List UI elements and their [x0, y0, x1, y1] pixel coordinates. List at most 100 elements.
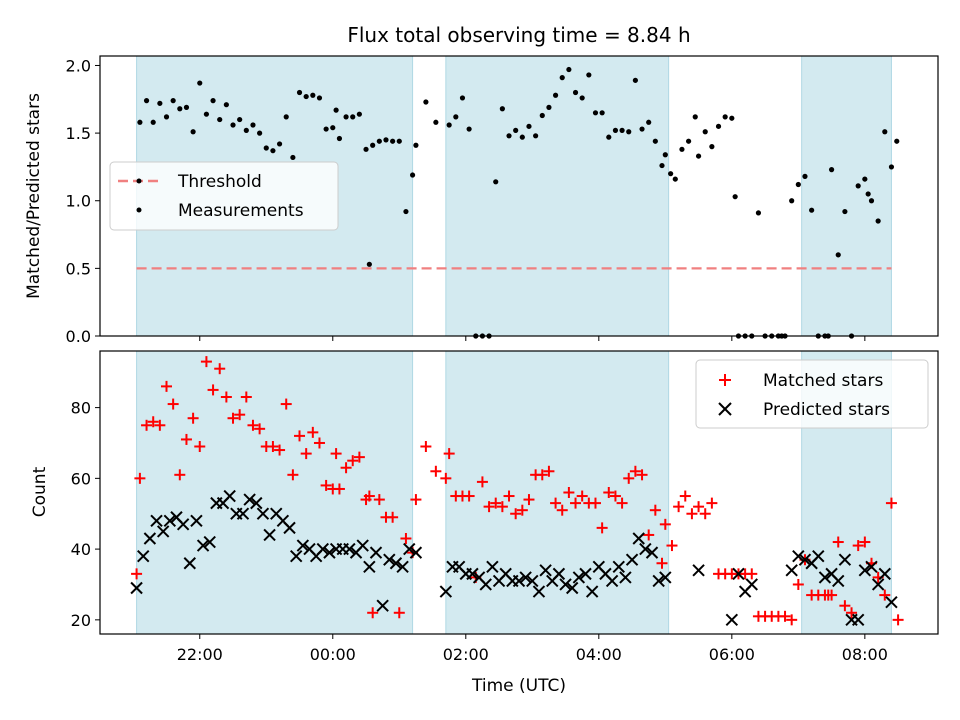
measurement-point — [533, 133, 539, 139]
measurement-point — [157, 100, 163, 106]
top-shaded-interval-1 — [445, 55, 670, 337]
measurement-point — [446, 122, 452, 128]
measurement-point — [862, 176, 868, 182]
predicted-star-point — [692, 564, 705, 577]
measurement-point — [619, 127, 625, 133]
matched-star-point — [254, 423, 266, 435]
measurement-point — [499, 106, 505, 112]
matched-star-point — [852, 540, 864, 552]
matched-star-point — [786, 614, 798, 626]
matched-star-point — [699, 508, 711, 520]
measurement-point — [257, 130, 263, 136]
predicted-star-point — [156, 525, 170, 538]
predicted-star-point — [652, 574, 665, 588]
measurement-point — [217, 116, 223, 123]
matched-star-point — [333, 483, 345, 495]
measurement-point — [170, 98, 176, 104]
matched-star-point — [510, 508, 522, 520]
measurement-point — [459, 95, 466, 101]
matched-star-point — [363, 490, 375, 502]
chart-title: Flux total observing time = 8.84 h — [347, 23, 690, 47]
measurement-point — [695, 153, 702, 159]
measurement-point — [383, 137, 389, 143]
measurement-point — [572, 89, 579, 96]
predicted-star-point — [439, 585, 453, 598]
measurement-point — [646, 119, 652, 125]
predicted-star-point — [878, 567, 892, 581]
predicted-star-point — [323, 546, 336, 559]
bottom-panel-y-ticks: 20 40 60 80 — [71, 399, 100, 630]
measurement-point — [559, 75, 565, 81]
measurement-point — [390, 138, 396, 144]
measurement-point — [223, 102, 229, 108]
matched-star-point — [200, 356, 212, 368]
measurement-point — [343, 114, 349, 120]
predicted-star-point — [183, 557, 196, 570]
top-y-tick-label: 2.0 — [66, 56, 91, 75]
top-y-tick-label: 1.5 — [66, 124, 91, 143]
predicted-star-point — [572, 571, 586, 584]
measurement-point — [868, 198, 875, 204]
measurement-point — [865, 191, 871, 197]
predicted-star-point — [383, 553, 396, 566]
matched-star-point — [393, 607, 405, 619]
measurement-point — [336, 135, 343, 142]
matched-star-point — [180, 433, 192, 445]
measurement-point — [685, 138, 692, 144]
predicted-star-point — [289, 549, 303, 563]
predicted-star-point — [190, 514, 203, 528]
matched-star-point — [596, 522, 608, 534]
measurement-point — [263, 145, 269, 151]
matched-star-point — [503, 490, 515, 502]
measurement-point — [692, 114, 698, 120]
measurement-point — [356, 111, 362, 117]
measurement-point — [672, 176, 678, 182]
measurement-point — [855, 183, 861, 189]
measurement-point — [612, 127, 619, 133]
top-shaded-interval-2 — [801, 55, 892, 337]
predicted-star-point — [579, 567, 592, 581]
predicted-star-point — [389, 557, 403, 570]
legend-matched-plus-swatch — [719, 374, 731, 386]
predicted-star-point — [526, 574, 539, 588]
matched-star-point — [643, 529, 655, 541]
matched-star-point — [859, 536, 871, 548]
measurement-point — [755, 210, 762, 216]
measurement-point — [296, 89, 303, 96]
matched-star-point — [440, 472, 452, 484]
x-tick-label: 00:00 — [310, 645, 356, 664]
x-tick-label: 22:00 — [177, 645, 223, 664]
predicted-star-point — [363, 560, 376, 573]
measurement-point — [197, 80, 203, 86]
predicted-star-point — [559, 578, 572, 591]
measurement-point — [310, 92, 316, 98]
matched-star-point — [313, 437, 325, 449]
measurement-point — [413, 142, 419, 148]
matched-star-point — [570, 497, 582, 509]
bottom-shaded-interval-0 — [136, 350, 414, 635]
predicted-star-point — [466, 567, 479, 581]
matched-star-point — [280, 398, 292, 410]
predicted-star-point — [479, 578, 492, 591]
predicted-star-point — [512, 574, 526, 588]
measurement-point — [882, 129, 888, 135]
matched-star-point — [556, 504, 568, 516]
predicted-star-point — [858, 564, 872, 577]
predicted-star-point — [283, 521, 296, 535]
matched-star-point — [373, 494, 385, 506]
measurement-point — [177, 106, 183, 112]
matched-star-point — [353, 451, 365, 463]
bottom-y-tick-label: 60 — [71, 469, 91, 488]
predicted-star-point — [376, 599, 389, 612]
matched-star-point — [330, 448, 342, 460]
predicted-star-point — [785, 564, 798, 577]
bottom-legend: Matched stars Predicted stars — [695, 359, 929, 429]
predicted-star-point — [832, 574, 845, 588]
measurement-point — [668, 171, 674, 177]
matched-star-point — [826, 589, 838, 601]
predicted-star-point — [396, 560, 409, 573]
matched-star-point — [187, 412, 199, 424]
measurement-point — [203, 111, 210, 117]
measurement-point — [795, 181, 801, 188]
